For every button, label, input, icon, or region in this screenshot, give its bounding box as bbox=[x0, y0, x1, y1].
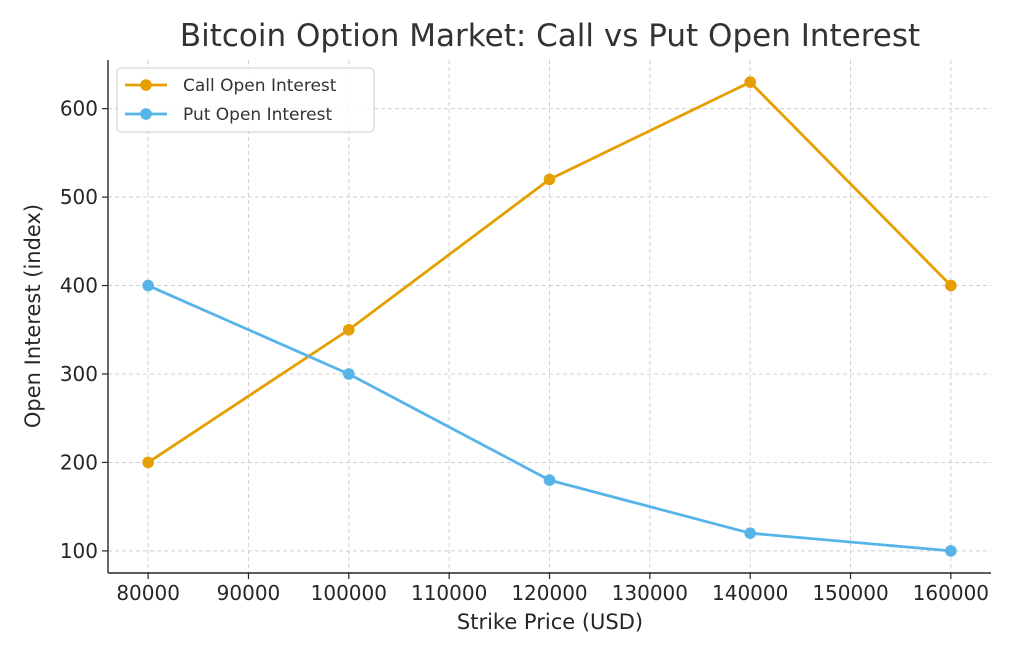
y-tick-label: 400 bbox=[60, 274, 98, 298]
x-tick-label: 80000 bbox=[116, 581, 180, 605]
legend-swatch-marker bbox=[140, 79, 152, 91]
data-point-put-open-interest bbox=[744, 527, 756, 539]
x-tick-label: 100000 bbox=[311, 581, 387, 605]
y-tick-label: 500 bbox=[60, 185, 98, 209]
series-call-open-interest bbox=[142, 76, 957, 469]
y-tick-label: 100 bbox=[60, 539, 98, 563]
data-point-call-open-interest bbox=[343, 323, 355, 336]
legend-item-call-open-interest: Call Open Interest bbox=[125, 76, 337, 96]
x-tick-label: 150000 bbox=[812, 581, 888, 605]
data-point-call-open-interest bbox=[142, 456, 154, 469]
data-point-put-open-interest bbox=[142, 279, 154, 292]
x-axis-label: Strike Price (USD) bbox=[457, 610, 643, 634]
x-axis-ticks: 80000 90000 100000 110000 120000 130000 140000… bbox=[116, 573, 989, 605]
chart-title: Bitcoin Option Market: Call vs Put Open … bbox=[180, 18, 920, 54]
data-point-call-open-interest bbox=[945, 279, 957, 292]
x-tick-label: 140000 bbox=[712, 581, 788, 605]
y-tick-label: 300 bbox=[60, 362, 98, 386]
data-point-put-open-interest bbox=[343, 368, 355, 380]
y-axis-label: Open Interest (index) bbox=[21, 204, 45, 428]
x-tick-label: 120000 bbox=[511, 581, 587, 605]
series-put-open-interest bbox=[142, 279, 957, 557]
x-tick-label: 160000 bbox=[913, 581, 989, 605]
data-point-call-open-interest bbox=[543, 173, 556, 186]
grid bbox=[108, 60, 991, 573]
x-tick-label: 110000 bbox=[411, 581, 487, 605]
y-tick-label: 200 bbox=[60, 450, 98, 474]
data-point-put-open-interest bbox=[945, 545, 957, 557]
legend: Call Open Interest Put Open Interest bbox=[116, 67, 375, 133]
x-tick-label: 90000 bbox=[217, 581, 281, 605]
series-group bbox=[142, 76, 957, 557]
x-tick-label: 130000 bbox=[612, 581, 688, 605]
data-point-call-open-interest bbox=[744, 76, 756, 88]
y-tick-label: 600 bbox=[60, 97, 98, 121]
data-point-put-open-interest bbox=[543, 474, 556, 486]
legend-item-put-open-interest: Put Open Interest bbox=[125, 105, 332, 125]
y-axis-ticks: 100 200 300 400 500 600 bbox=[60, 97, 108, 563]
legend-swatch-marker bbox=[140, 108, 152, 120]
legend-label: Put Open Interest bbox=[183, 105, 332, 125]
legend-box bbox=[116, 67, 375, 133]
legend-label: Call Open Interest bbox=[183, 76, 337, 96]
